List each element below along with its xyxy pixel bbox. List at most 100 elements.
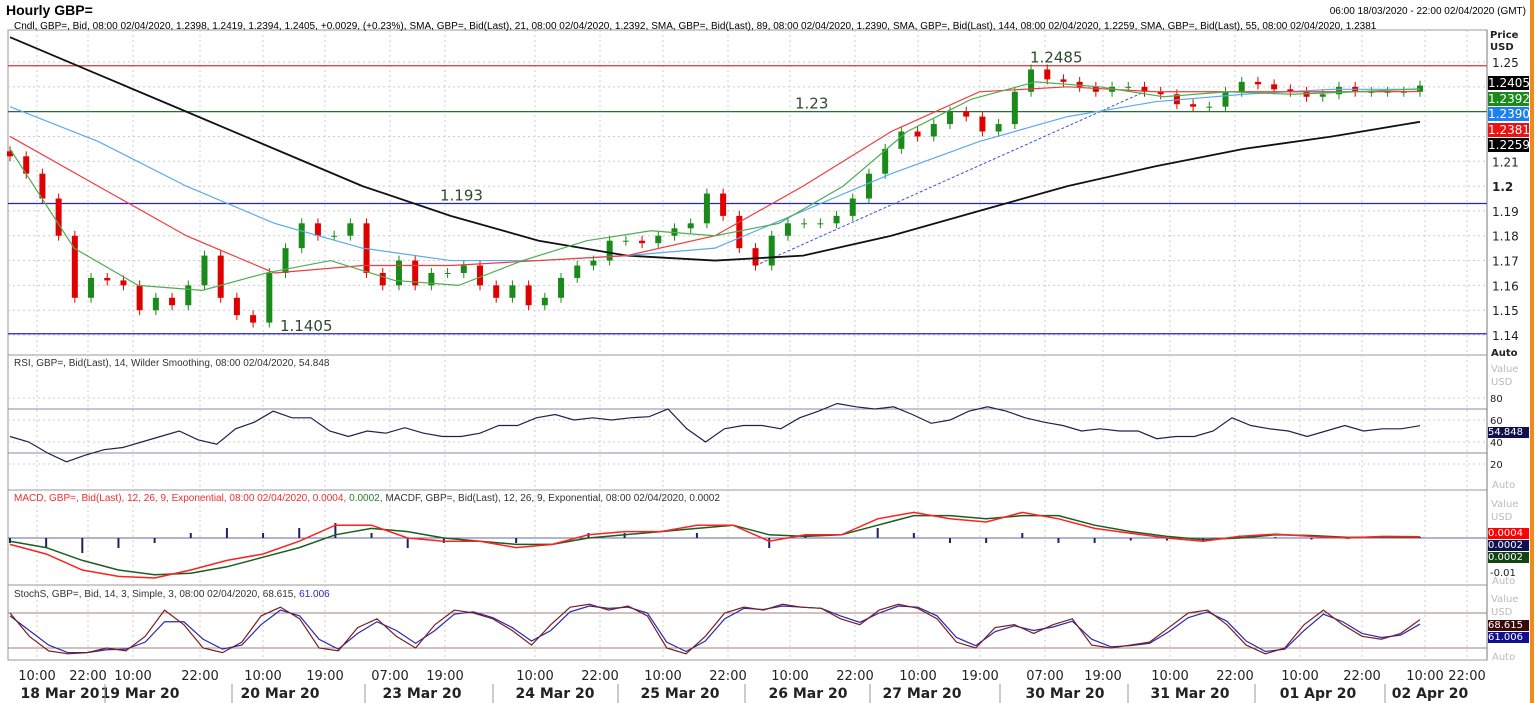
candle	[1011, 91, 1018, 125]
candle	[590, 260, 597, 266]
y-tick: 1.19	[1492, 205, 1519, 219]
y-tick: 1.17	[1492, 255, 1519, 269]
time-tick: 07:00	[371, 669, 408, 684]
time-tick: 10:00	[1406, 669, 1443, 684]
price-tag: 1.2392	[1488, 91, 1529, 106]
time-tick: 07:00	[1026, 669, 1063, 684]
candle	[1076, 81, 1083, 87]
time-tick: 22:00	[581, 669, 618, 684]
candle	[331, 235, 338, 237]
candle	[703, 193, 710, 224]
date-label: 27 Mar 20	[883, 686, 962, 702]
rsi-panel[interactable]	[8, 402, 1487, 463]
candle	[1125, 86, 1132, 88]
candle	[622, 240, 629, 242]
legend-macdf: MACDF, GBP=, Bid(Last), 12, 26, 9, Expon…	[385, 493, 720, 504]
candle	[1319, 94, 1326, 97]
candle	[752, 248, 759, 266]
stoch-value-tag: 68.615	[1488, 620, 1529, 631]
sma89-line	[9, 88, 1420, 262]
candle	[379, 272, 386, 286]
y-tick: 1.14	[1492, 329, 1519, 343]
time-tick: 22:00	[1448, 669, 1485, 684]
y-tick: 1.16	[1492, 279, 1519, 293]
price-tag: 1.2259	[1488, 138, 1529, 152]
candle	[1157, 91, 1164, 95]
time-tick: 19:00	[426, 669, 463, 684]
sma144-line	[9, 36, 1421, 262]
level-label-bg	[277, 316, 337, 333]
macd-signal-line	[9, 514, 1421, 576]
rsi-line	[9, 402, 1421, 463]
macd-line	[9, 511, 1421, 579]
candle	[412, 260, 419, 286]
time-tick: 10:00	[516, 669, 553, 684]
legend-change: +0.0029, (+0.23%),	[320, 21, 407, 32]
auto-button[interactable]: Auto	[1492, 652, 1515, 663]
rsi-tick: 60	[1490, 416, 1503, 427]
candle	[720, 193, 727, 216]
candle	[1222, 91, 1229, 107]
date-label: 31 Mar 20	[1151, 686, 1230, 702]
candle	[7, 151, 13, 157]
price-tag: 1.2381	[1488, 122, 1529, 137]
candle	[460, 265, 467, 273]
candle	[1335, 86, 1342, 95]
candle	[914, 131, 921, 137]
auto-button[interactable]: Auto	[1492, 576, 1515, 587]
legend-macd: MACD, GBP=, Bid(Last), 12, 26, 9, Expone…	[14, 493, 347, 504]
candle	[963, 111, 970, 117]
y-tick: 1.15	[1492, 304, 1519, 318]
level-label-bg	[1027, 48, 1087, 65]
candle	[250, 315, 257, 323]
legend-sma144: SMA, GBP=, Bid(Last), 144, 08:00 02/04/2…	[893, 21, 1138, 32]
candle	[525, 285, 532, 306]
y-axis-title: Value	[1491, 364, 1518, 375]
candle	[1092, 86, 1099, 92]
candle	[1271, 84, 1278, 90]
level-label: 1.193	[440, 186, 483, 204]
time-tick: 22:00	[1216, 669, 1253, 684]
legend-signal: 0.0002,	[349, 493, 383, 504]
candle	[1384, 91, 1391, 93]
candle	[233, 297, 240, 316]
level-label: 1.2485	[1030, 49, 1083, 67]
y-axis-unit: USD	[1491, 607, 1513, 618]
candle	[898, 131, 905, 149]
auto-button[interactable]: Auto	[1492, 480, 1515, 491]
candle	[655, 235, 662, 244]
time-tick: 10:00	[899, 669, 936, 684]
macd-value-tag: 0.0002	[1488, 540, 1529, 551]
candle	[1173, 94, 1180, 105]
candle	[979, 116, 986, 132]
rsi-tick: 40	[1490, 438, 1503, 449]
rsi-value-tag: 54.848	[1488, 427, 1529, 438]
auto-button[interactable]: Auto	[1491, 348, 1518, 359]
candle	[185, 285, 192, 306]
candle	[39, 173, 46, 199]
candle	[1141, 86, 1148, 92]
candle	[930, 124, 937, 137]
level-label: 1.1405	[280, 317, 333, 335]
time-tick: 19:00	[961, 669, 998, 684]
price-panel[interactable]: 1.2485 1.23 1.193 1.1405	[7, 36, 1487, 335]
candle	[314, 223, 321, 236]
axes: PriceUSD1.251.211.21.191.181.171.161.151…	[18, 0, 1534, 703]
time-tick: 10:00	[1151, 669, 1188, 684]
candle	[104, 277, 111, 281]
date-label: 23 Mar 20	[383, 686, 462, 702]
candle	[282, 248, 289, 273]
stoch-k-line	[9, 603, 1421, 655]
candle	[298, 223, 305, 249]
stoch-panel[interactable]	[8, 603, 1487, 655]
rsi-tick: 20	[1490, 460, 1503, 471]
macd-value-tag: 0.0002	[1488, 552, 1529, 563]
candle	[120, 280, 127, 286]
y-tick: 1.2	[1492, 180, 1513, 194]
macd-panel[interactable]	[8, 511, 1487, 579]
date-label: 18 Mar 20	[21, 686, 100, 702]
trend-line	[755, 91, 1145, 266]
time-tick: 10:00	[644, 669, 681, 684]
time-tick: 10:00	[114, 669, 151, 684]
